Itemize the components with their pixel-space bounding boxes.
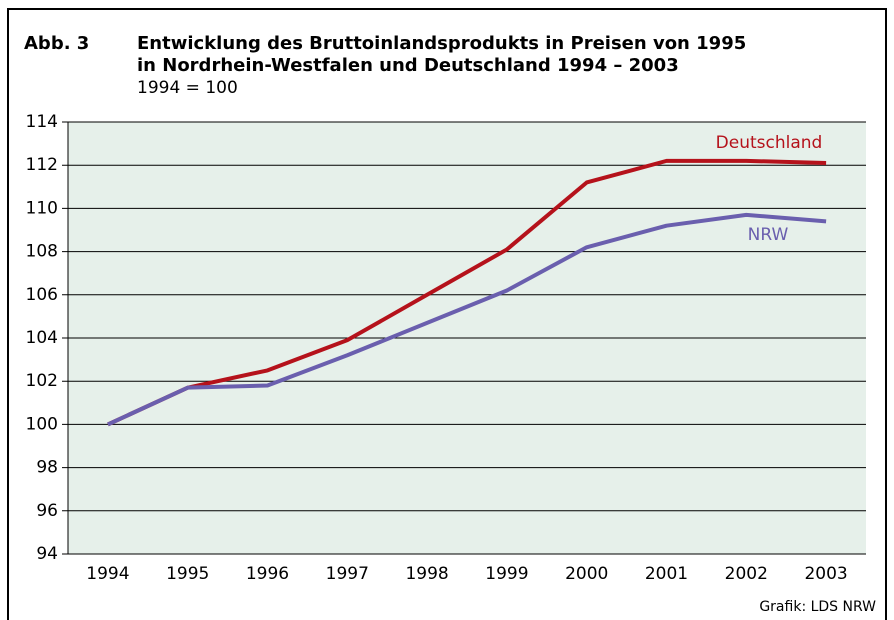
x-tick-label: 2001: [645, 564, 688, 584]
y-tick-label: 110: [26, 198, 58, 218]
y-tick-label: 94: [36, 544, 58, 564]
source: Grafik: LDS NRW: [759, 599, 876, 615]
x-tick-label: 1999: [485, 564, 528, 584]
y-tick-label: 102: [26, 371, 58, 391]
x-tick-label: 1996: [246, 564, 289, 584]
frame: [7, 8, 887, 620]
x-tick-label: 2003: [804, 564, 847, 584]
y-tick-label: 98: [36, 458, 58, 478]
y-tick-label: 108: [26, 242, 58, 262]
chart-title: in Nordrhein-Westfalen und Deutschland 1…: [137, 55, 679, 76]
series-label: NRW: [748, 225, 789, 245]
x-tick-label: 2002: [725, 564, 768, 584]
y-tick-label: 100: [26, 414, 58, 434]
y-tick-label: 104: [26, 328, 58, 348]
series-line: [107, 158, 827, 427]
x-tick-label: 1994: [86, 564, 129, 584]
y-tick-label: 114: [26, 112, 58, 132]
series-line: [107, 212, 827, 427]
y-tick-label: 96: [36, 501, 58, 521]
chart-title: Entwicklung des Bruttoinlandsprodukts in…: [137, 33, 746, 54]
figure-label: Abb. 3: [24, 33, 89, 54]
x-tick-label: 1995: [166, 564, 209, 584]
series-label: Deutschland: [716, 133, 823, 153]
x-tick-label: 1998: [405, 564, 448, 584]
x-tick-label: 1997: [326, 564, 369, 584]
chart-subtitle: 1994 = 100: [137, 78, 238, 98]
y-tick-label: 106: [26, 285, 58, 305]
x-tick-label: 2000: [565, 564, 608, 584]
y-tick-label: 112: [26, 155, 58, 175]
